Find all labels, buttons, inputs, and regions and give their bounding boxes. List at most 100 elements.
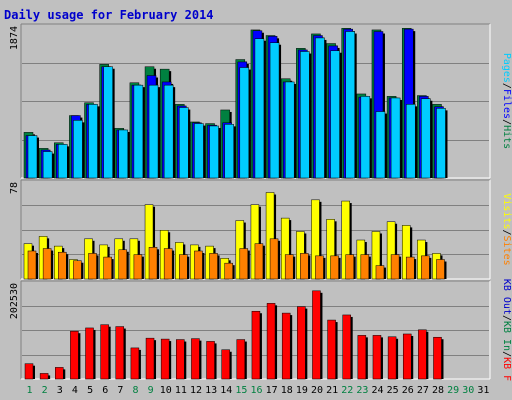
bar-sites xyxy=(118,249,128,280)
x-axis-labels: 1 2 3 4 5 6 7 8 9 10 11 12 13 14 15 16 17 18 19 20 21 22 23 24 2… xyxy=(27,385,490,396)
bar-sites xyxy=(405,256,415,280)
bar-pages xyxy=(194,123,204,179)
x-tick-label: 7 xyxy=(117,385,123,396)
legend-item: KB Out xyxy=(501,279,512,315)
bar-kbf xyxy=(100,324,109,380)
x-tick-label: 4 xyxy=(72,385,78,396)
bar-kbf xyxy=(221,349,230,380)
bar-sites xyxy=(27,250,37,280)
bar-pages xyxy=(103,66,113,179)
bar-sites xyxy=(179,254,188,280)
bar-sites xyxy=(239,248,249,280)
legend-item: Files xyxy=(501,89,512,119)
bar-pages xyxy=(269,42,280,179)
bar-kbf xyxy=(24,363,34,380)
bar-kbf xyxy=(130,347,140,380)
x-tick-label: 15 xyxy=(235,385,247,396)
x-tick-label: 20 xyxy=(311,385,323,396)
bar-pages xyxy=(345,31,355,179)
bar-pages xyxy=(224,124,234,179)
bar-kbf xyxy=(297,306,306,380)
bar-pages xyxy=(42,151,53,179)
panel-visits-sites: 78 Visits/Sites xyxy=(9,179,512,280)
bar-kbf xyxy=(55,367,64,380)
bar-sites xyxy=(300,253,309,280)
bar-pages xyxy=(209,125,219,179)
bar-sites xyxy=(254,243,264,280)
y-max-label: 202530 xyxy=(9,283,20,319)
x-tick-label: 6 xyxy=(102,385,108,396)
x-tick-label: 26 xyxy=(402,385,414,396)
bar-pages xyxy=(27,135,38,179)
bar-pages xyxy=(284,81,295,179)
bar-kbf xyxy=(70,330,79,380)
legend-item: Visits xyxy=(501,193,512,229)
x-tick-label: 21 xyxy=(326,385,338,396)
legend-separator: / xyxy=(501,83,512,89)
bar-kbf xyxy=(387,336,397,380)
bar-pages xyxy=(58,144,68,179)
chart-panels: 1874Pages/Files/Hits78Visits/Sites202530… xyxy=(9,23,512,381)
x-tick-label: 5 xyxy=(87,385,93,396)
bar-kbf xyxy=(433,336,442,380)
bar-pages xyxy=(254,38,265,179)
bar-kbf xyxy=(236,339,246,380)
legend-item: Hits xyxy=(501,125,512,149)
bar-pages xyxy=(436,108,446,179)
bar-pages xyxy=(148,84,159,179)
bar-pages xyxy=(405,104,416,179)
bar-pages xyxy=(390,97,401,179)
bar-kbf xyxy=(342,314,351,380)
legend-separator: / xyxy=(501,315,512,321)
x-tick-label: 27 xyxy=(417,385,429,396)
x-tick-label: 23 xyxy=(356,385,368,396)
bar-kbf xyxy=(357,335,367,380)
legend-separator: / xyxy=(501,229,512,235)
x-tick-label: 18 xyxy=(281,385,293,396)
bar-sites xyxy=(436,259,445,280)
bar-sites xyxy=(163,248,173,280)
x-tick-label: 14 xyxy=(220,385,232,396)
x-tick-label: 9 xyxy=(148,385,154,396)
bar-pages xyxy=(421,98,431,179)
bar-kbf xyxy=(312,290,321,380)
bar-sites xyxy=(269,238,279,280)
x-tick-label: 3 xyxy=(57,385,63,396)
bar-sites xyxy=(58,251,67,280)
chart-title: Daily usage for February 2014 xyxy=(4,8,214,22)
bar-sites xyxy=(73,260,82,280)
bar-sites xyxy=(345,254,354,280)
bar-sites xyxy=(315,255,324,280)
x-tick-label: 10 xyxy=(160,385,172,396)
bar-sites xyxy=(390,254,400,280)
legend: KB Out/KB In/KB F xyxy=(501,279,512,381)
legend-separator: / xyxy=(501,351,512,357)
legend-item: KB F xyxy=(501,357,512,381)
x-tick-label: 8 xyxy=(132,385,138,396)
bar-pages xyxy=(179,107,189,179)
bar-sites xyxy=(330,255,339,280)
bar-sites xyxy=(42,248,52,280)
x-tick-label: 31 xyxy=(477,385,489,396)
bar-pages xyxy=(133,84,144,179)
x-tick-label: 13 xyxy=(205,385,217,396)
bar-kbf xyxy=(402,333,412,380)
bar-kbf xyxy=(85,327,94,380)
x-tick-label: 28 xyxy=(432,385,444,396)
x-tick-label: 30 xyxy=(462,385,474,396)
bar-kbf xyxy=(39,373,49,380)
x-tick-label: 17 xyxy=(266,385,278,396)
bar-kbf xyxy=(251,310,261,380)
x-tick-label: 25 xyxy=(387,385,399,396)
bar-kbf xyxy=(115,326,125,380)
x-tick-label: 24 xyxy=(372,385,384,396)
bar-pages xyxy=(330,50,340,179)
x-tick-label: 1 xyxy=(27,385,33,396)
bar-pages xyxy=(88,104,98,179)
bar-kbf xyxy=(176,339,185,380)
bar-sites xyxy=(284,254,294,280)
y-max-label: 1874 xyxy=(9,26,20,50)
bar-kbf xyxy=(145,337,155,380)
